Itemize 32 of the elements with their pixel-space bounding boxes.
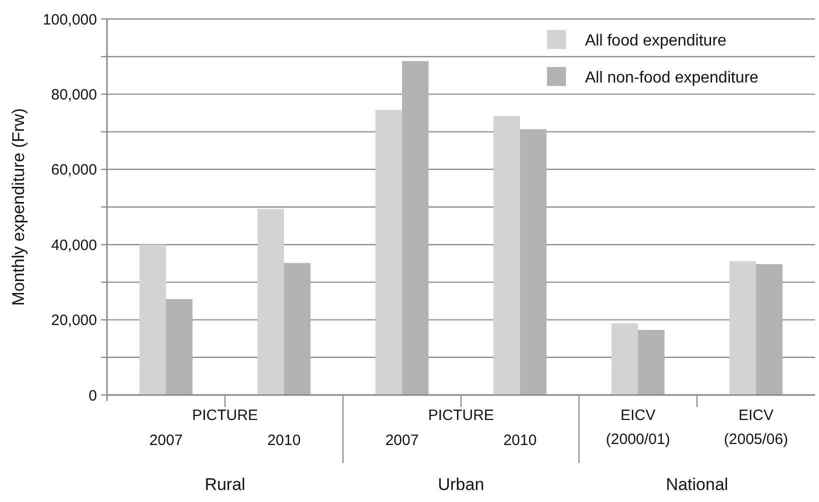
text: National [666,475,728,494]
y-tick-label: 80,000 [51,86,97,104]
bar [493,116,520,395]
bar [166,299,193,395]
bar [756,264,783,395]
bar [402,61,429,395]
y-tick-label: 0 [88,387,97,404]
y-tick-label: 60,000 [51,162,97,179]
text: Urban [438,475,484,494]
x-tick-label: 2010 [503,432,537,449]
x-tick-label: 2007 [149,432,183,449]
text: Rural [204,475,246,494]
legend-label: All non-food expenditure [585,70,759,87]
text: PICTURE [192,407,258,424]
y-tick-label: 100,000 [42,11,97,28]
x-tick-label: EICV (2005/06) [724,407,788,448]
x-tick-label: 2007 [385,432,419,449]
bar [638,330,665,395]
bar [257,208,284,395]
bar [139,244,166,395]
bar [284,263,311,395]
bar [729,261,756,395]
legend-label: All food expenditure [585,32,727,50]
x-tick-label: 2010 [267,432,301,449]
y-tick-label: 40,000 [51,236,97,254]
y-axis-title: Monthly expenditure (Frw) [9,108,28,306]
bar [375,110,402,395]
bar [611,323,638,395]
x-tick-label: EICV (2000/01) [606,407,670,448]
bar [520,129,547,395]
text: PICTURE [428,407,494,424]
y-tick-label: 20,000 [51,312,97,330]
